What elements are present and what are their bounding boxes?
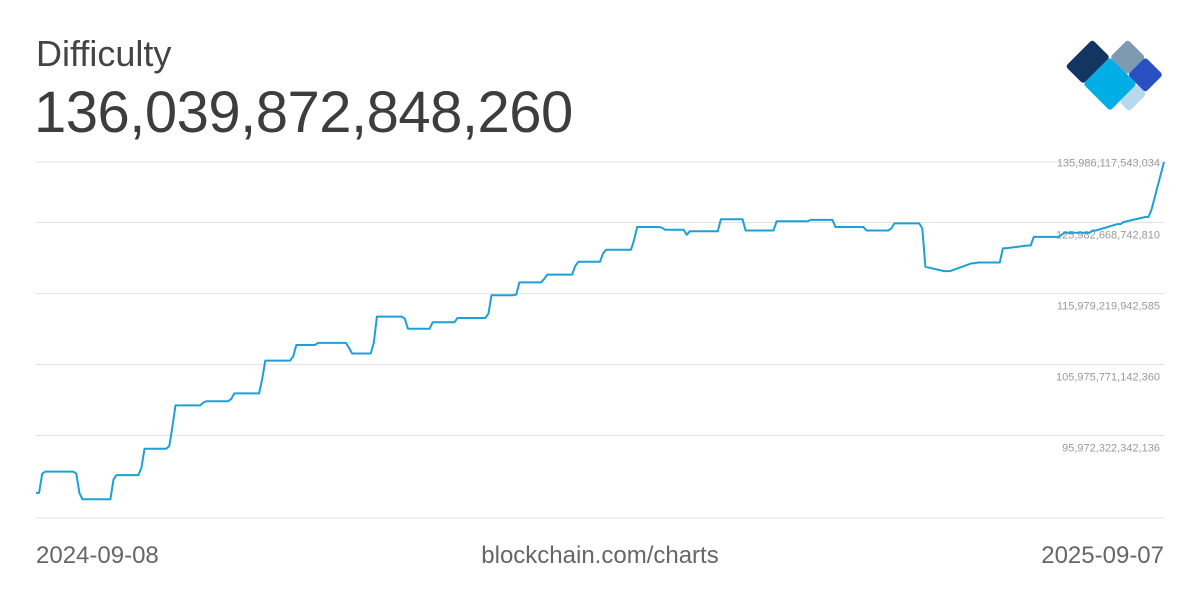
y-tick-label: 115,979,219,942,585 — [1057, 301, 1160, 313]
start-date-label: 2024-09-08 — [36, 542, 159, 569]
y-tick-label: 135,986,117,543,034 — [1057, 158, 1160, 170]
logo-tile-bottom — [1084, 58, 1136, 110]
difficulty-series-line — [36, 161, 1165, 501]
blockchain-logo-icon — [1066, 40, 1162, 111]
logo-tile-corner — [1120, 85, 1146, 111]
source-link[interactable]: blockchain.com/charts — [481, 542, 719, 569]
end-date-label: 2025-09-07 — [1041, 542, 1164, 569]
logo-tile-top — [1111, 40, 1145, 74]
logo-tile-right — [1128, 58, 1162, 92]
current-difficulty-value: 136,039,872,848,260 — [34, 80, 573, 145]
y-tick-label: 105,975,771,142,360 — [1056, 372, 1160, 384]
logo-tile-left — [1066, 40, 1109, 83]
y-tick-label: 125,982,668,742,810 — [1056, 230, 1160, 242]
chart-title: Difficulty — [36, 33, 172, 74]
chart-gridlines — [36, 161, 1164, 519]
y-axis-tick-labels: 135,986,117,543,034 125,982,668,742,810 11… — [1056, 158, 1160, 455]
y-tick-label: 95,972,322,342,136 — [1062, 443, 1160, 455]
